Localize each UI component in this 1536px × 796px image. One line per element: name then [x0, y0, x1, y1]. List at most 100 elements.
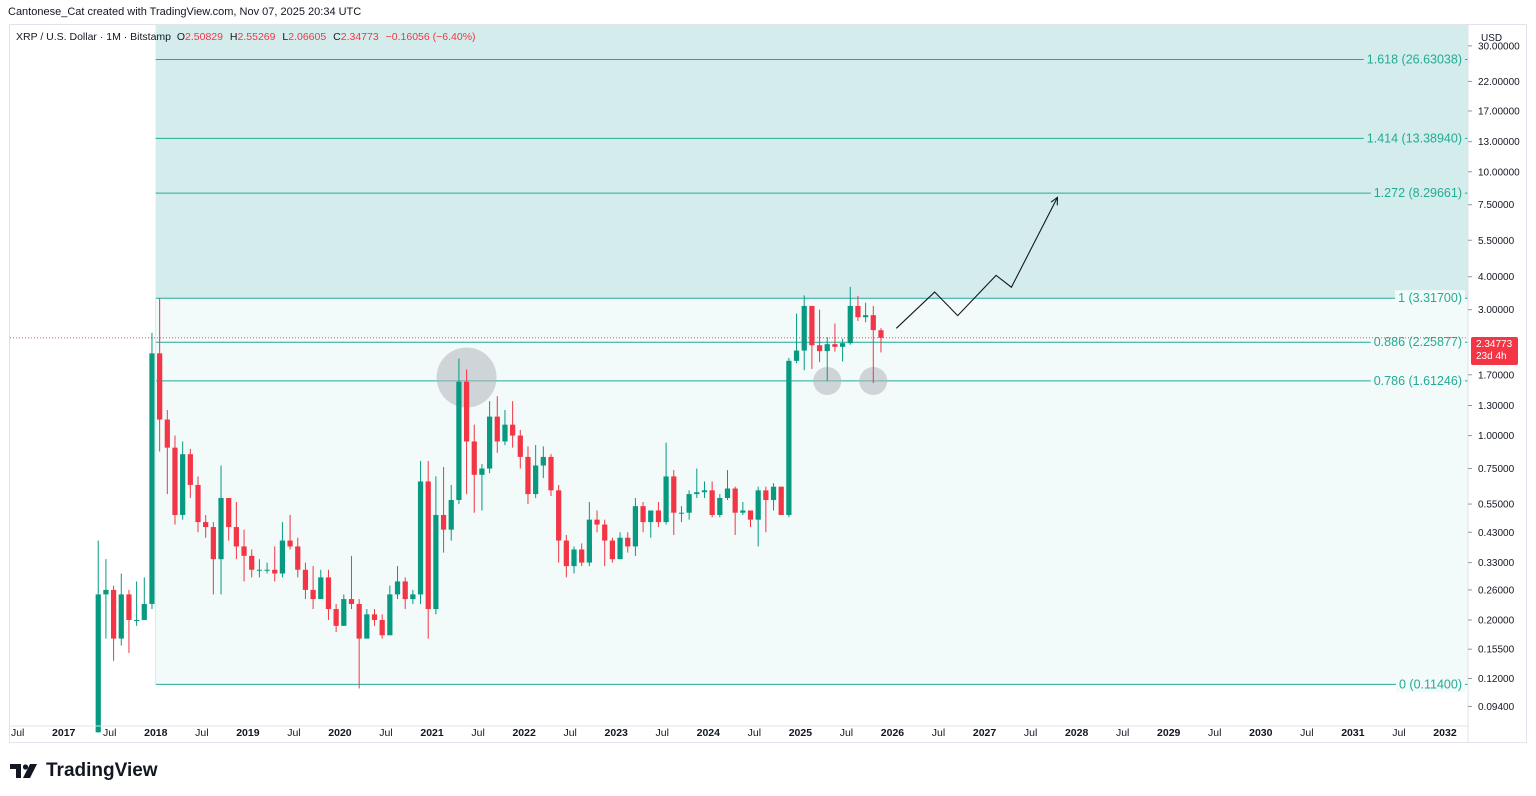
candle-body-22	[264, 569, 270, 571]
candle-body-59	[548, 456, 554, 491]
time-tick-8: Jul	[379, 727, 392, 739]
time-tick-10: Jul	[471, 727, 484, 739]
candle-body-87	[763, 490, 769, 500]
candle-body-78	[694, 492, 700, 495]
candle-body-96	[832, 344, 838, 347]
time-tick-2: Jul	[103, 727, 116, 739]
candle-body-42	[417, 481, 424, 595]
price-tick-0: 30.00000	[1478, 41, 1520, 52]
time-tick-4: Jul	[195, 727, 208, 739]
candle-body-52	[494, 416, 500, 442]
candle-body-98	[847, 305, 853, 344]
projection-layer	[895, 196, 1059, 329]
axes: 30.00000 22.00000 17.00000 13.00000 10.00000…	[10, 25, 1520, 742]
candle-body-53	[502, 424, 508, 442]
candle-body-41	[410, 594, 416, 600]
candle-body-65	[594, 519, 600, 525]
candle-body-48	[463, 381, 470, 442]
candle-body-76	[678, 512, 685, 514]
time-tick-14: Jul	[656, 727, 669, 739]
fib-label-bg-3	[1395, 290, 1465, 307]
candle-body-101	[870, 315, 876, 331]
fib-zone-upper	[155, 25, 1468, 299]
candle-body-21	[256, 569, 263, 571]
candle-body-46	[448, 499, 454, 530]
candle-body-66	[602, 524, 608, 541]
legend-h-label: H	[229, 31, 238, 43]
candle-body-85	[747, 510, 754, 520]
price-tick-2: 17.00000	[1478, 106, 1520, 117]
candle-body-58	[540, 456, 546, 466]
candle-body-19	[241, 546, 247, 556]
price-tick-18: 0.15500	[1478, 645, 1515, 656]
candle-body-62	[571, 549, 577, 567]
candle-body-40	[402, 581, 408, 600]
candle-body-11	[180, 454, 186, 515]
time-tick-18: Jul	[840, 727, 853, 739]
price-tick-14: 0.43000	[1478, 528, 1515, 539]
candle-body-5	[134, 619, 140, 621]
fib-label-3: 1 (3.31700)	[1398, 291, 1462, 305]
price-tick-6: 5.50000	[1478, 236, 1515, 247]
price-tick-11: 1.00000	[1478, 431, 1515, 442]
candle-body-72	[648, 510, 654, 523]
candle-body-7	[149, 353, 155, 604]
candle-body-57	[533, 465, 539, 495]
price-tick-13: 0.55000	[1478, 500, 1515, 511]
candle-body-14	[203, 522, 209, 528]
candle-body-102	[878, 330, 884, 338]
fib-label-2: 1.272 (8.29661)	[1374, 186, 1462, 200]
projection-arrowhead	[1050, 196, 1059, 206]
candle-body-35	[364, 614, 370, 639]
candle-body-18	[233, 527, 239, 547]
candle-body-68	[617, 537, 623, 560]
candle-body-2	[110, 589, 117, 639]
legend-l-label: L	[282, 31, 289, 43]
candle-body-94	[816, 345, 823, 352]
candle-body-27	[302, 569, 309, 590]
time-tick-20: Jul	[932, 727, 945, 739]
price-tick-5: 7.50000	[1478, 200, 1515, 211]
candle-body-39	[394, 581, 401, 595]
candle-body-56	[525, 456, 531, 495]
price-tick-10: 1.30000	[1478, 401, 1515, 412]
currency-label[interactable]: USD	[1481, 33, 1503, 44]
price-tick-17: 0.20000	[1478, 615, 1515, 626]
candles	[10, 286, 1468, 733]
candle-body-84	[740, 510, 746, 513]
fib-label-1: 1.414 (13.38940)	[1367, 131, 1462, 145]
candle-body-38	[387, 594, 393, 636]
tradingview-logo[interactable]: TradingView	[10, 760, 158, 782]
candle-body-9	[164, 419, 170, 448]
candle-body-28	[310, 589, 316, 600]
price-tick-1: 22.00000	[1478, 77, 1520, 88]
candle-body-45	[440, 514, 447, 530]
candle-body-25	[287, 540, 293, 547]
ohlc-legend: XRP / U.S. Dollar · 1M · Bitstamp O2.508…	[16, 31, 480, 43]
price-tick-20: 0.09400	[1478, 702, 1515, 713]
price-tick-4: 10.00000	[1478, 167, 1520, 178]
candle-body-60	[556, 490, 562, 541]
price-tick-12: 0.75000	[1478, 464, 1515, 475]
candle-body-1	[103, 589, 109, 595]
chart-credit: Cantonese_Cat created with TradingView.c…	[8, 6, 362, 18]
candle-body-30	[325, 577, 332, 610]
legend-c-label: C	[333, 31, 341, 43]
candle-body-83	[732, 488, 738, 513]
last-price-badge: 2.34773 23d 4h	[1471, 337, 1518, 365]
price-tick-8: 3.00000	[1478, 305, 1515, 316]
candle-body-97	[839, 343, 846, 347]
candle-body-44	[433, 514, 439, 610]
time-tick-29: 2031	[1341, 727, 1365, 739]
candle-body-100	[863, 315, 869, 318]
candle-body-32	[341, 599, 347, 626]
time-tick-17: 2025	[789, 727, 813, 739]
bar-countdown: 23d 4h	[1476, 351, 1507, 362]
candle-body-6	[141, 603, 147, 620]
time-tick-0: Jul	[11, 727, 24, 739]
candle-body-17	[226, 497, 232, 528]
candle-body-95	[824, 344, 830, 352]
legend-high: 2.55269	[237, 31, 276, 43]
candle-body-4	[126, 594, 132, 620]
